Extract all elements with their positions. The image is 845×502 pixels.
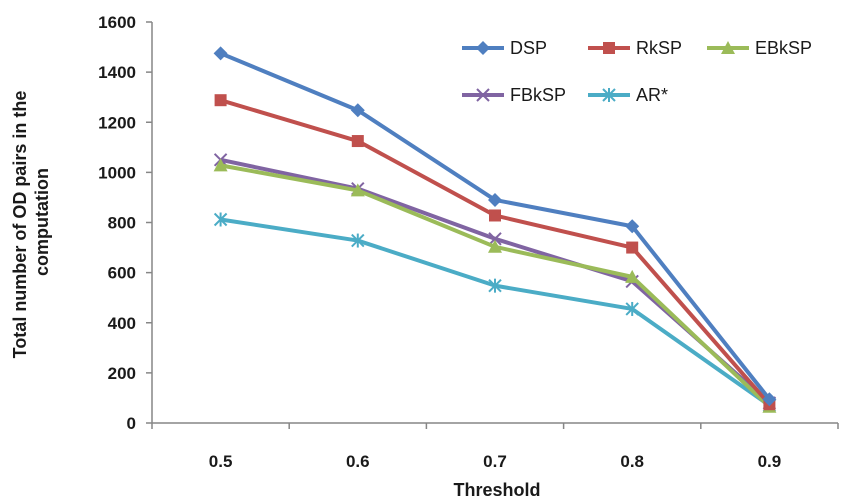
legend-fbksp: FBkSP (462, 85, 566, 105)
legend-ar-marker (602, 88, 616, 102)
legend-rksp-marker (603, 42, 615, 54)
series-ar-marker (488, 278, 502, 293)
series-ebksp-marker (350, 183, 365, 197)
y-axis-title-line-1: Total number of OD pairs in the (10, 91, 30, 359)
series-ar-marker (213, 212, 228, 227)
series-dsp-marker (350, 103, 365, 118)
legend-dsp-label: DSP (510, 38, 547, 58)
y-axis-title-line-2: computation (32, 168, 52, 276)
y-tick-label: 1200 (98, 113, 136, 132)
x-axis-title: Threshold (453, 480, 540, 500)
y-tick-label: 1400 (98, 63, 136, 82)
y-tick-label: 0 (127, 414, 136, 433)
legend: DSP RkSP EBkSP FBkSP AR* (462, 38, 812, 105)
series-dsp-marker (762, 392, 777, 407)
y-tick-label: 200 (108, 364, 136, 383)
x-ticks: 0.5 0.6 0.7 0.8 0.9 (151, 423, 839, 471)
y-ticks: 0 200 400 600 800 1000 1200 1400 1600 (98, 13, 152, 433)
series-ebksp-marker (213, 158, 228, 172)
x-tick-label: 0.8 (620, 452, 644, 471)
series-rksp-marker (489, 209, 501, 222)
legend-ebksp-marker (721, 41, 735, 54)
series-layer (213, 46, 777, 413)
legend-ebksp-label: EBkSP (755, 38, 812, 58)
series-dsp-marker (625, 219, 640, 234)
y-tick-label: 800 (108, 214, 136, 233)
y-tick-label: 1000 (98, 163, 136, 182)
series-dsp-marker (213, 46, 228, 61)
x-tick-label: 0.7 (483, 452, 507, 471)
y-tick-label: 600 (108, 264, 136, 283)
series-rksp-marker (351, 135, 364, 148)
series-fbksp-marker (488, 232, 502, 246)
legend-rksp-label: RkSP (636, 38, 682, 58)
series-ar-marker (625, 301, 639, 316)
series-dsp-marker (488, 192, 502, 207)
series-dsp (213, 46, 777, 407)
legend-ar-label: AR* (636, 85, 668, 105)
series-ebksp-marker (488, 239, 502, 253)
x-tick-label: 0.5 (209, 452, 233, 471)
y-tick-label: 400 (108, 314, 136, 333)
series-rksp-marker (626, 241, 639, 254)
legend-dsp: DSP (462, 38, 547, 58)
series-rksp-marker (214, 94, 227, 107)
series-ar-marker (351, 233, 365, 248)
y-tick-label: 1600 (98, 13, 136, 32)
y-axis-title: Total number of OD pairs in the computat… (10, 86, 52, 359)
legend-ar: AR* (588, 85, 668, 105)
legend-fbksp-label: FBkSP (510, 85, 566, 105)
legend-rksp: RkSP (588, 38, 682, 58)
legend-dsp-marker (476, 41, 490, 55)
series-ebksp-marker (625, 269, 640, 283)
x-tick-label: 0.9 (758, 452, 782, 471)
legend-fbksp-marker (476, 88, 490, 102)
x-tick-label: 0.6 (346, 452, 370, 471)
legend-ebksp: EBkSP (707, 38, 812, 58)
